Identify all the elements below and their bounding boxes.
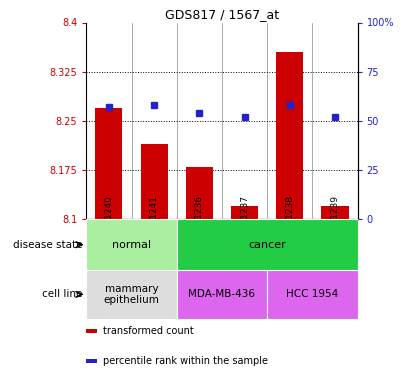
Text: cancer: cancer xyxy=(248,240,286,250)
Bar xyxy=(177,270,267,319)
Text: disease state: disease state xyxy=(13,240,82,250)
Bar xyxy=(276,52,303,219)
Bar xyxy=(321,206,349,219)
Bar xyxy=(231,206,258,219)
Bar xyxy=(86,219,177,270)
Text: cell line: cell line xyxy=(42,290,82,299)
Text: normal: normal xyxy=(112,240,151,250)
Text: percentile rank within the sample: percentile rank within the sample xyxy=(103,356,268,366)
Bar xyxy=(86,359,97,363)
Bar xyxy=(86,330,97,333)
Text: GSM21241: GSM21241 xyxy=(150,195,159,244)
Bar xyxy=(141,144,168,219)
Text: GSM21239: GSM21239 xyxy=(330,195,339,244)
Text: MDA-MB-436: MDA-MB-436 xyxy=(188,290,256,299)
Bar xyxy=(267,270,358,319)
Text: GSM21240: GSM21240 xyxy=(104,195,113,244)
Bar xyxy=(186,167,213,219)
Text: HCC 1954: HCC 1954 xyxy=(286,290,339,299)
Text: GSM21238: GSM21238 xyxy=(285,195,294,244)
Text: mammary
epithelium: mammary epithelium xyxy=(104,284,159,305)
Text: transformed count: transformed count xyxy=(103,326,193,336)
Bar xyxy=(86,270,177,319)
Title: GDS817 / 1567_at: GDS817 / 1567_at xyxy=(165,8,279,21)
Bar xyxy=(95,108,122,219)
Text: GSM21236: GSM21236 xyxy=(195,195,204,244)
Text: GSM21237: GSM21237 xyxy=(240,195,249,244)
Bar xyxy=(177,219,358,270)
